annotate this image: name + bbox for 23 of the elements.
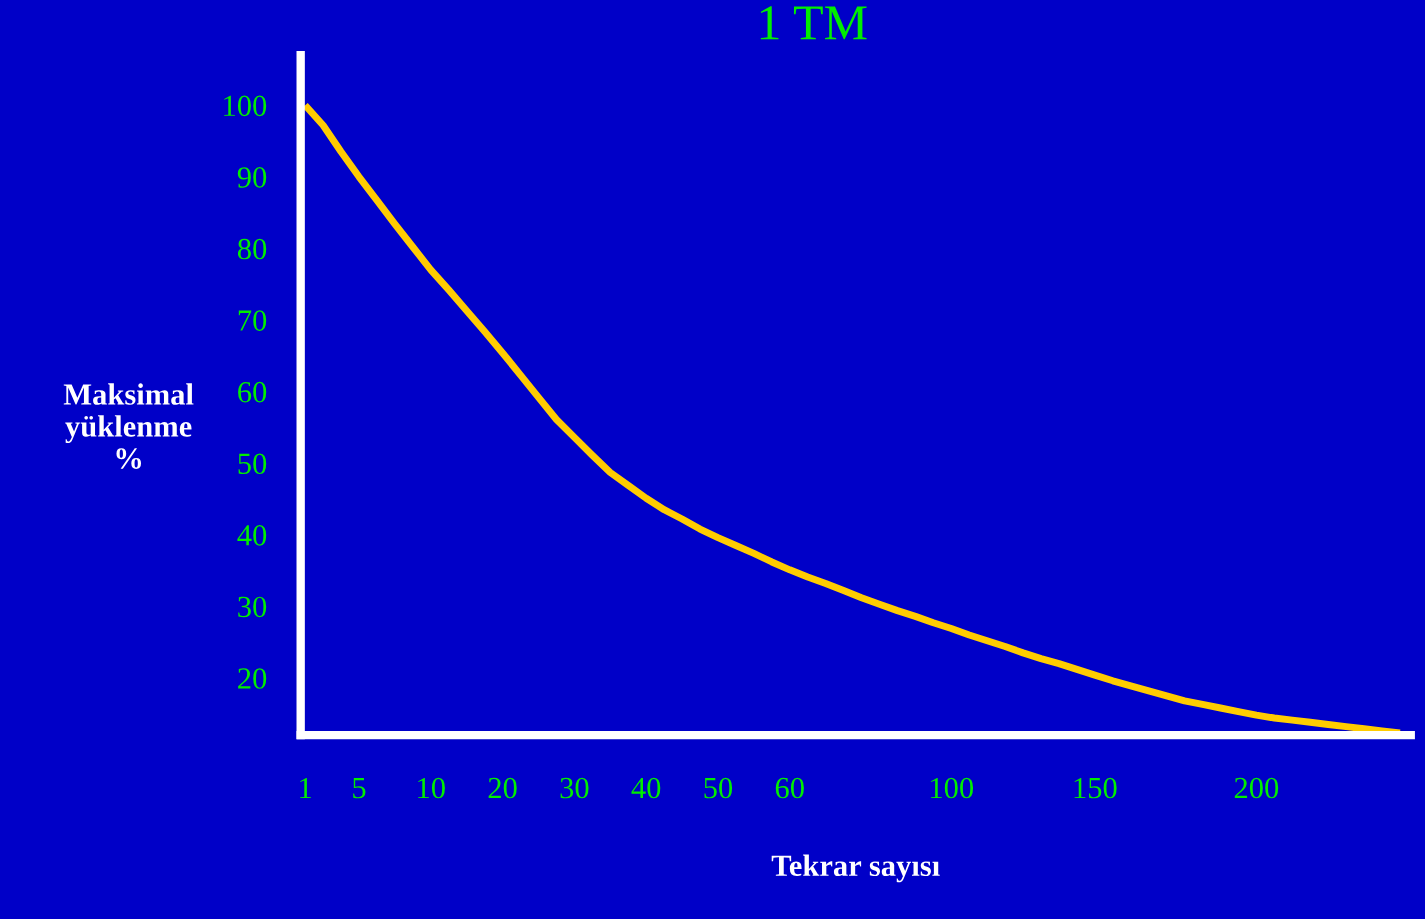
y-tick-label: 40 bbox=[237, 525, 267, 546]
x-tick-label: 40 bbox=[631, 777, 661, 799]
y-tick-label: 90 bbox=[237, 167, 267, 188]
x-tick-label: 10 bbox=[418, 777, 445, 799]
y-tick-label: 50 bbox=[238, 453, 267, 475]
x-tick-label: 1 bbox=[300, 777, 311, 799]
y-tick-label: 30 bbox=[238, 596, 267, 618]
x-tick-label: 50 bbox=[704, 777, 733, 799]
x-tick-label: 150 bbox=[1074, 777, 1117, 799]
x-tick-label: 60 bbox=[775, 777, 804, 799]
y-tick-label: 80 bbox=[237, 238, 267, 260]
x-tick-label: 100 bbox=[931, 777, 974, 799]
x-tick-label: 200 bbox=[1234, 777, 1279, 799]
chart-title: 1 TM bbox=[760, 6, 867, 40]
x-axis-title: Tekrar sayısı bbox=[771, 854, 940, 883]
y-axis-title: Maksimal yüklenme % bbox=[63, 383, 194, 469]
y-tick-label: 100 bbox=[224, 95, 267, 117]
y-tick-label: 60 bbox=[238, 381, 267, 403]
x-tick-label: 20 bbox=[488, 777, 517, 799]
y-tick-label: 20 bbox=[238, 668, 267, 689]
y-tick-label: 70 bbox=[238, 310, 267, 331]
x-tick-label: 30 bbox=[560, 777, 589, 799]
x-tick-label: 5 bbox=[353, 778, 366, 799]
